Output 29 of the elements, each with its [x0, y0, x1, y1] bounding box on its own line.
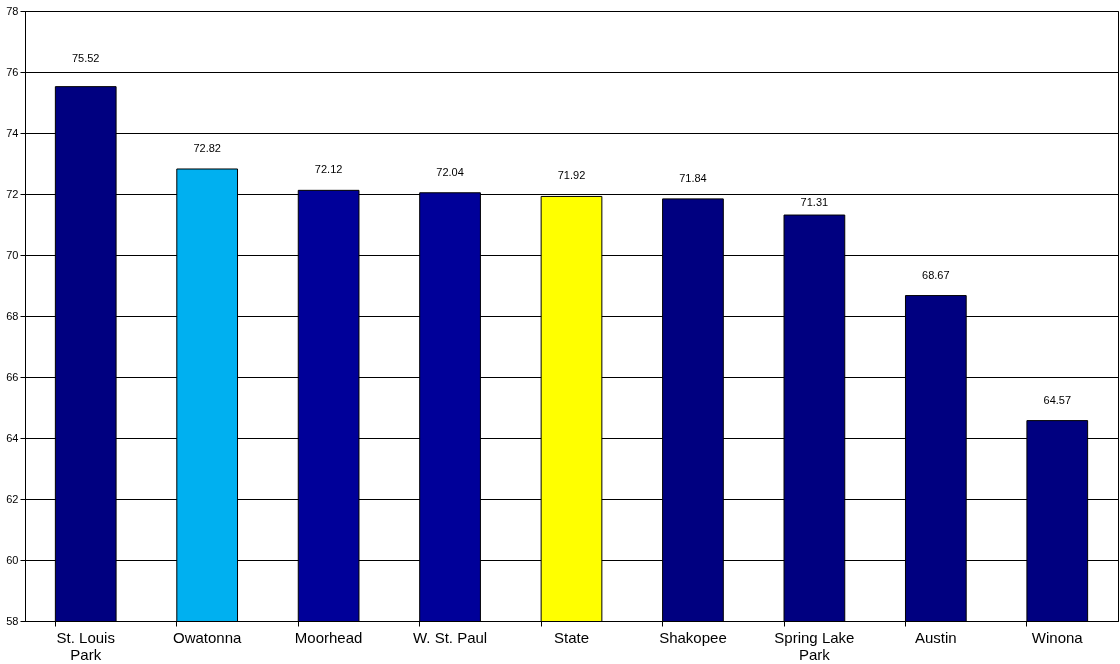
y-tick-label: 78 [6, 4, 19, 17]
x-tick-label: State [553, 628, 590, 646]
x-tick-label: Winona [1031, 628, 1084, 646]
y-tick-label: 60 [6, 553, 19, 566]
y-tick-label: 74 [6, 126, 19, 139]
data-label: 68.67 [922, 268, 950, 281]
y-tick-label: 62 [6, 492, 19, 505]
x-tick-label: Moorhead [294, 628, 363, 646]
y-tick-label: 58 [6, 614, 19, 627]
x-tick-label: W. St. Paul [412, 628, 488, 646]
x-tick-label: Shakopee [659, 628, 727, 646]
data-label: 72.82 [193, 141, 221, 154]
x-tick-label: St. Louis Park [56, 628, 115, 663]
data-label: 72.04 [436, 165, 464, 178]
y-tick-label: 66 [6, 370, 19, 383]
y-tick-label: 70 [6, 248, 19, 261]
data-label: 71.92 [557, 169, 586, 182]
y-tick-label: 76 [6, 65, 19, 78]
y-tick-label: 64 [6, 431, 19, 444]
y-tick-label: 72 [6, 187, 19, 200]
x-tick-label: Spring Lake Park [774, 628, 855, 663]
data-label: 71.84 [679, 171, 707, 184]
data-label: 64.57 [1043, 393, 1072, 406]
y-tick-label: 68 [6, 309, 19, 322]
x-tick-label: Austin [914, 628, 957, 646]
data-label: 75.52 [71, 51, 100, 64]
x-tick-label: Owatonna [172, 628, 243, 646]
data-label: 71.31 [800, 196, 829, 209]
data-label: 72.12 [314, 163, 343, 176]
